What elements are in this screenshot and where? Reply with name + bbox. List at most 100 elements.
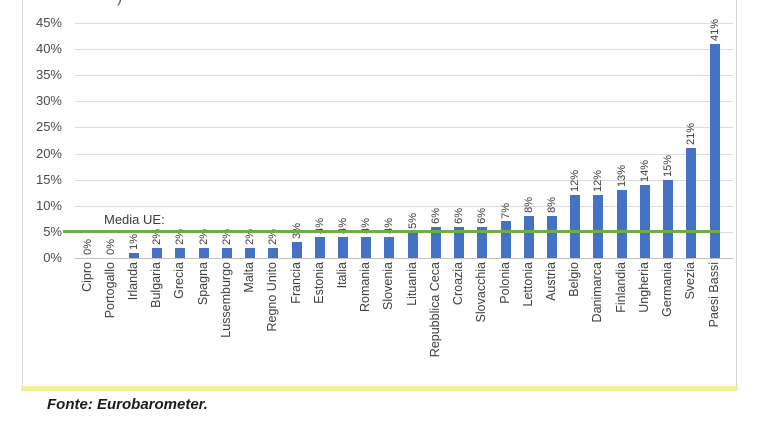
bar — [430, 226, 441, 258]
bar — [523, 216, 534, 258]
y-axis-tick-label: 15% — [35, 172, 62, 187]
bar-slot: 2% Lussemburgo — [215, 23, 238, 338]
x-axis-line — [75, 258, 733, 259]
bar-slot: 6% Slovacchia — [471, 23, 494, 323]
y-axis-tick-label: 10% — [35, 198, 62, 213]
y-axis-tick-label: 5% — [43, 224, 62, 239]
bar-slot: 3%Francia — [285, 23, 308, 303]
bar-slot: 4% Romania — [355, 23, 378, 312]
x-axis-category-label: Francia — [288, 262, 303, 304]
bar-value-label: 6% — [453, 207, 466, 224]
x-axis-category-label: Ungheria — [636, 262, 651, 313]
bar-slot: 12% Danimarca — [587, 23, 610, 322]
gridline — [75, 180, 733, 181]
bar-slot: 41% Paesi Bassi — [703, 19, 726, 327]
chart-frame-right-border — [736, 0, 737, 388]
gridline — [75, 206, 733, 207]
cropped-title-text: ) — [117, 0, 185, 7]
x-axis-category-label: Repubblica Ceca — [427, 262, 442, 358]
bar — [268, 247, 279, 258]
x-axis-category-label: Paesi Bassi — [706, 262, 721, 328]
bar-value-label: 6% — [476, 207, 489, 224]
bar — [361, 237, 372, 258]
eu-average-line — [63, 230, 720, 233]
bar-slot: 12% Belgio — [564, 23, 587, 296]
x-axis-category-label: Lituania — [404, 262, 419, 306]
bar — [639, 184, 650, 258]
bar-value-label: 5% — [406, 213, 419, 229]
chart-frame-left-border — [22, 0, 23, 388]
x-axis-category-label: Germania — [660, 262, 675, 317]
y-axis-tick-label: 35% — [35, 67, 62, 82]
bar-value-label: 8% — [545, 197, 558, 214]
x-axis-category-label: Spagna — [195, 262, 210, 306]
bar-slot: 2% Spagna — [192, 23, 215, 305]
y-axis-tick-label: 25% — [35, 119, 62, 134]
bar-slot: 15% Germania — [656, 23, 679, 317]
bar-slot: 2% Grecia — [169, 23, 192, 299]
bar — [198, 247, 209, 258]
x-axis-category-label: Estonia — [311, 262, 326, 304]
bar-value-label: 1% — [128, 233, 141, 250]
x-axis-category-label: Malta — [242, 262, 257, 293]
y-axis-tick-label: 0% — [43, 250, 62, 265]
bar — [338, 237, 349, 258]
x-axis-category-label: Cipro — [79, 262, 94, 292]
x-axis-category-label: Polonia — [497, 262, 512, 304]
bar — [500, 221, 511, 258]
bar-slot: 14% Ungheria — [633, 23, 656, 313]
bar-value-label: 12% — [592, 170, 605, 193]
bar — [546, 216, 557, 258]
x-axis-category-label: Croazia — [451, 262, 466, 306]
bar-slot: 6% Croazia — [448, 23, 471, 305]
y-axis-tick-label: 20% — [35, 146, 62, 161]
bar — [314, 237, 325, 258]
bar-series: 0% Cipro 0% Portogallo 1% Irlanda 2% Bulgaria 2%… — [76, 19, 726, 357]
gridline — [75, 101, 733, 102]
bar-slot: 8% Austria — [540, 23, 563, 301]
x-axis-category-label: Portogallo — [102, 262, 117, 319]
bar — [709, 43, 720, 258]
source-note: Fonte: Eurobarometer. — [47, 396, 208, 413]
bar — [384, 237, 395, 258]
x-axis-category-label: Slovacchia — [474, 262, 489, 323]
gridline — [75, 49, 733, 50]
bottom-divider-line — [21, 386, 738, 391]
bar-slot: 4% Slovenia — [378, 23, 401, 310]
bar — [175, 247, 186, 258]
bar-slot: 8% Lettonia — [517, 23, 540, 306]
bar — [616, 190, 627, 258]
bar-slot: 2% Malta — [239, 23, 262, 293]
bar — [570, 195, 581, 258]
bar-slot: 0% Cipro — [76, 23, 99, 292]
x-axis-category-label: Irlanda — [126, 262, 141, 301]
bar-value-label: 21% — [685, 123, 698, 146]
x-axis-category-label: Grecia — [172, 262, 187, 299]
x-axis-category-label: Slovenia — [381, 262, 396, 310]
x-axis-category-label: Italia — [335, 262, 350, 289]
bar-value-label: 41% — [708, 18, 721, 41]
gridline — [75, 75, 733, 76]
bar — [291, 242, 302, 258]
bar — [407, 231, 418, 258]
x-axis-category-label: Belgio — [567, 262, 582, 297]
bar-value-label: 12% — [569, 170, 582, 193]
gridline — [75, 23, 733, 24]
bar-value-label: 7% — [499, 202, 512, 219]
y-axis-tick-label: 30% — [35, 93, 62, 108]
x-axis-category-label: Romania — [358, 262, 373, 313]
bar-slot: 21% Svezia — [680, 23, 703, 299]
y-axis-tick-label: 40% — [35, 41, 62, 56]
bar — [129, 252, 140, 258]
bar — [593, 195, 604, 258]
x-axis-category-label: Regno Unito — [265, 262, 280, 332]
bar-slot: 5% Lituania — [401, 23, 424, 306]
bar-slot: 7% Polonia — [494, 23, 517, 304]
bar-slot: 4% Estonia — [308, 23, 331, 304]
bar-value-label: 13% — [615, 165, 628, 188]
bar — [454, 226, 465, 258]
bar — [686, 148, 697, 258]
bar-slot: 2% Regno Unito — [262, 23, 285, 332]
x-axis-category-label: Finlandia — [613, 262, 628, 313]
